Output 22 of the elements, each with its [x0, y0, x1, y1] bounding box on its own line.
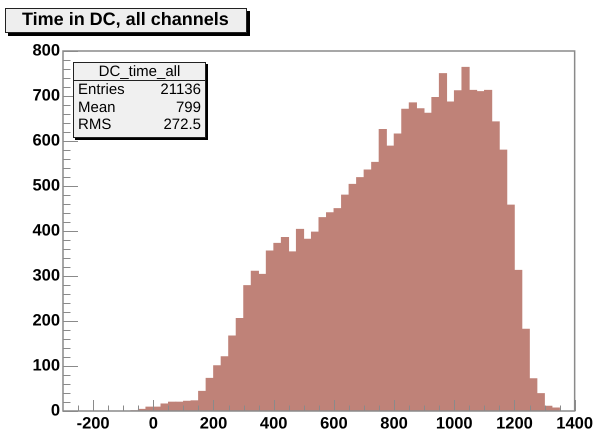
- text: RMS 272.5: [78, 116, 201, 133]
- y-tick-label: 500: [32, 176, 60, 195]
- x-tick-label: 600: [320, 414, 348, 431]
- annotation: DC_time_all: [74, 63, 205, 81]
- x-tick-label: 400: [260, 414, 288, 431]
- x-tick-label: 800: [380, 414, 408, 431]
- y-tick-label: 200: [32, 312, 60, 330]
- x-tick-label: -200: [76, 414, 110, 431]
- text: Entries 21136: [78, 81, 201, 98]
- y-tick-label: 600: [32, 132, 60, 150]
- chart-title: Time in DC, all channels: [5, 8, 247, 33]
- x-tick-label: 1000: [436, 414, 473, 431]
- y-tick-label: 800: [32, 42, 60, 60]
- y-tick-label: 400: [32, 222, 60, 240]
- x-tick-label: 1200: [496, 414, 533, 431]
- y-tick-label: 300: [32, 266, 60, 285]
- text: Mean 799: [78, 98, 201, 116]
- x-tick-label: 0: [148, 414, 158, 431]
- x-tick-label: 1400: [556, 414, 594, 431]
- y-tick-label: 100: [32, 356, 60, 375]
- x-tick-label: 200: [200, 414, 228, 431]
- y-tick-label: 700: [32, 86, 60, 105]
